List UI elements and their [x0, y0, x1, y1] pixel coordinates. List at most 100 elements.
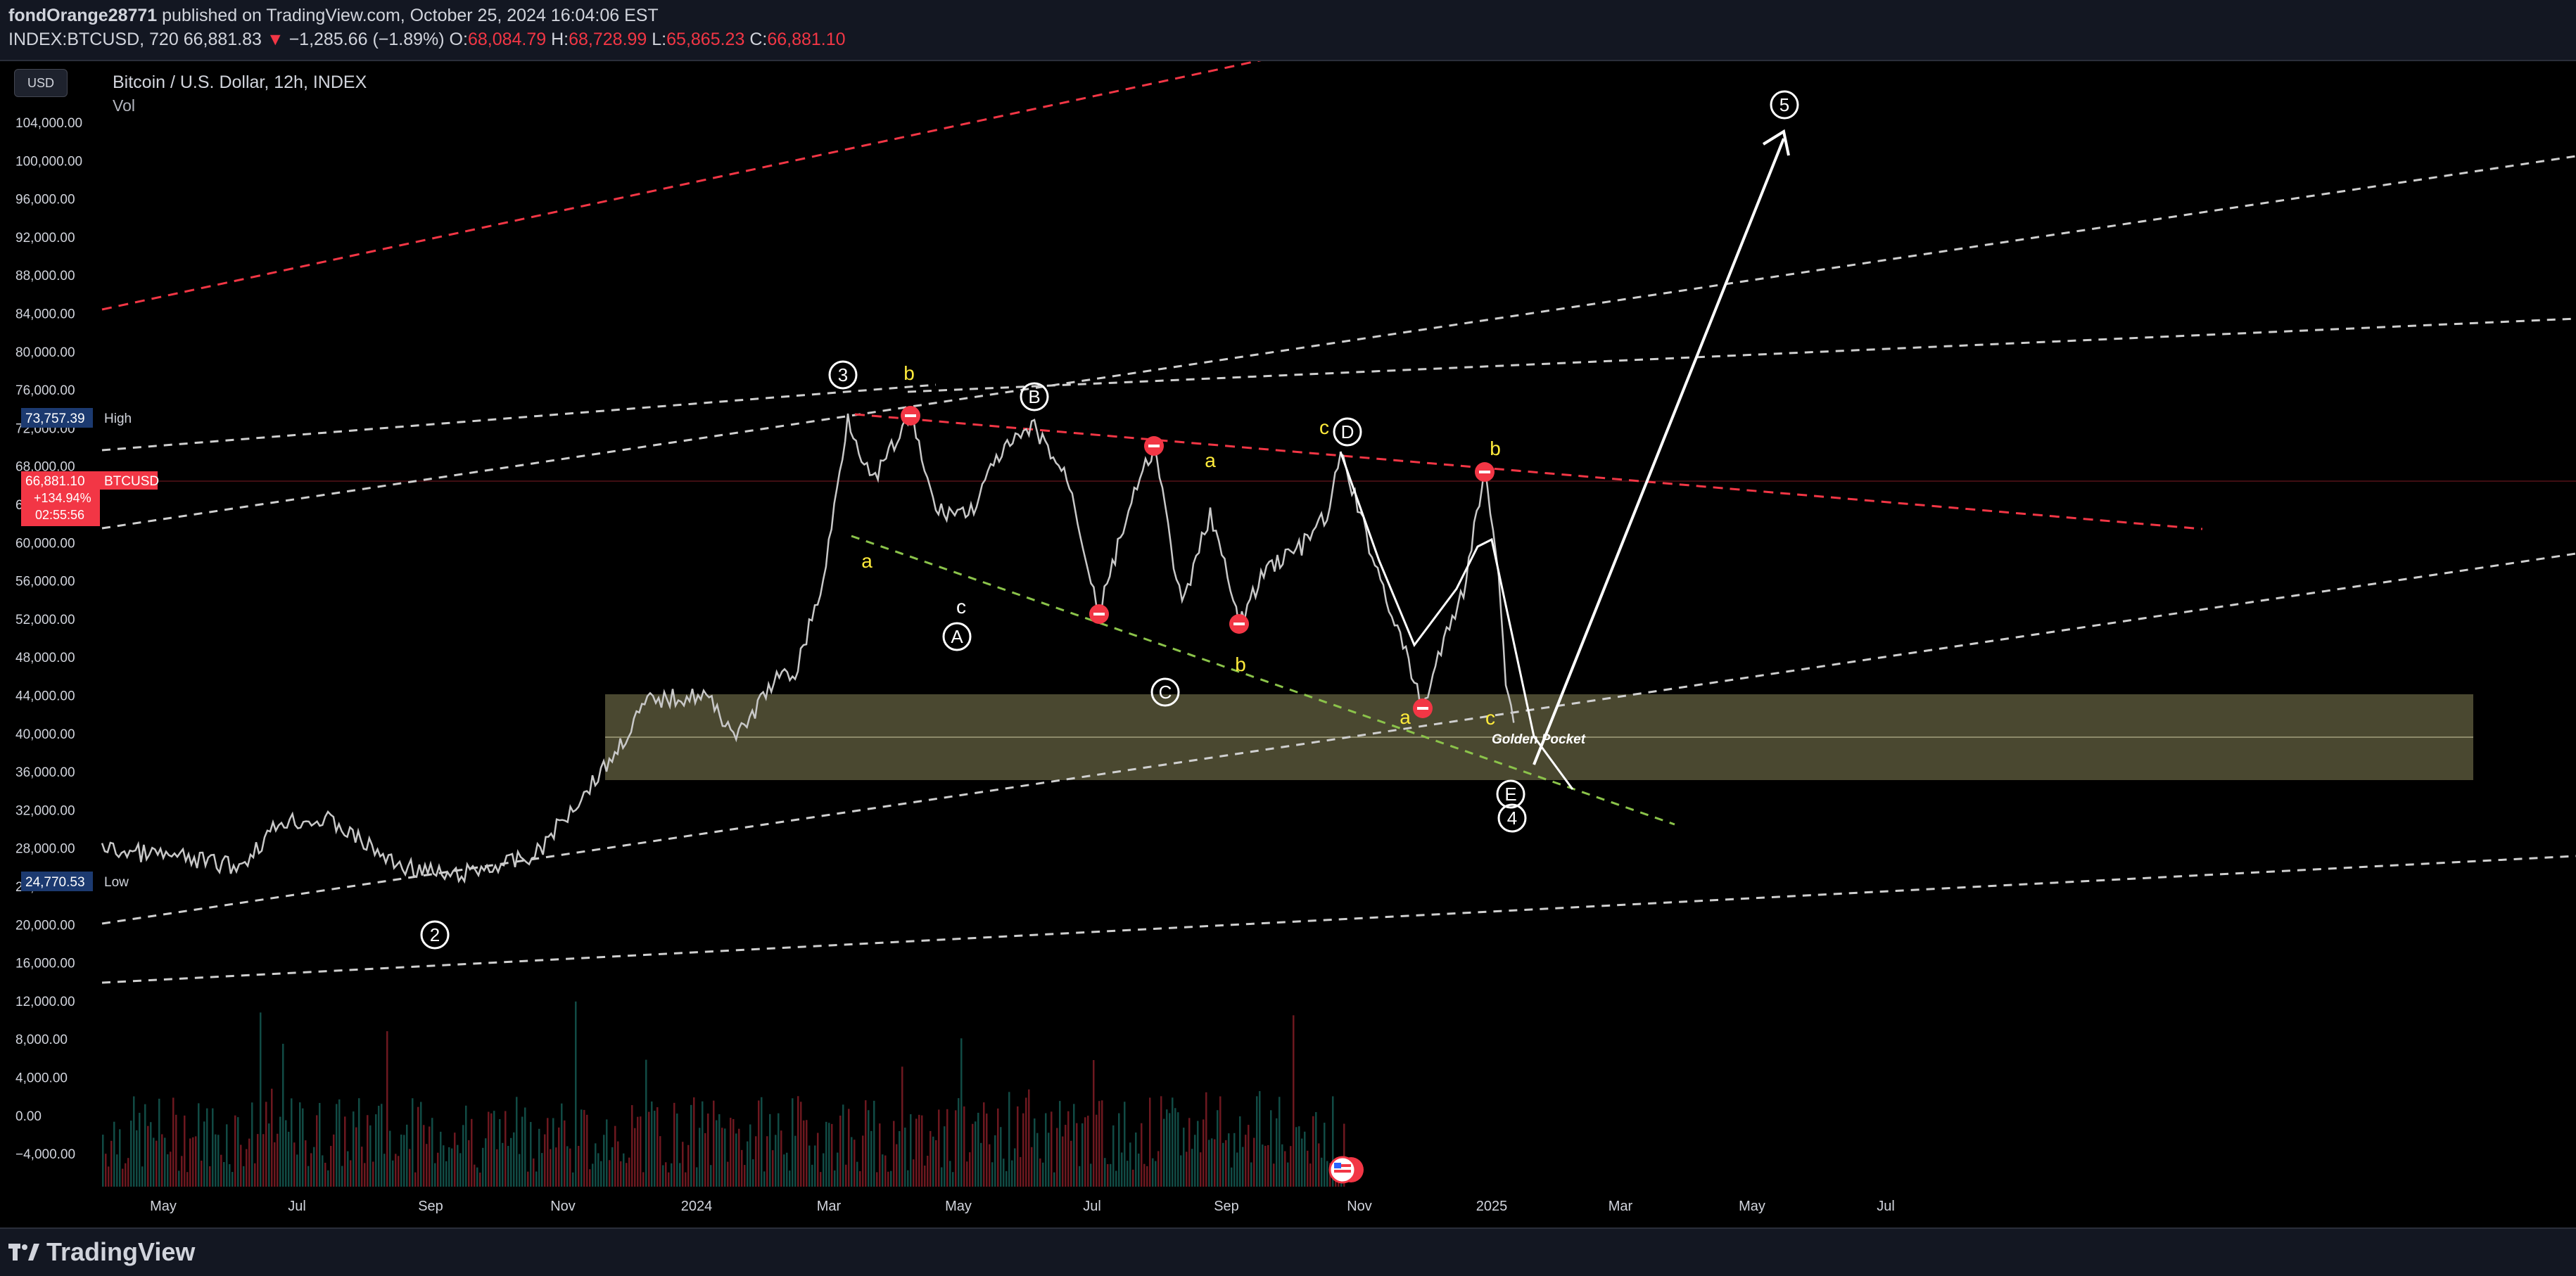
volume-bar [178, 1170, 180, 1187]
volume-bar [1067, 1111, 1070, 1187]
projection-wave-5-arrow[interactable] [1533, 138, 1785, 765]
volume-bar [775, 1135, 777, 1187]
volume-bar [851, 1137, 853, 1187]
white-dashed-line-3[interactable] [907, 317, 2576, 393]
triangle-lower-green-line[interactable] [851, 535, 1675, 826]
sub-wave-labels[interactable]: a b c a b c a b c [861, 362, 1501, 729]
volume-bar [718, 1114, 721, 1187]
volume-bar [977, 1112, 979, 1187]
volume-bar [330, 1146, 332, 1187]
volume-bar [431, 1118, 433, 1187]
volume-bar [952, 1172, 954, 1187]
volume-bar [119, 1129, 121, 1187]
close-label: C: [749, 30, 768, 49]
white-dashed-line-5[interactable] [101, 855, 2576, 984]
volume-bar [789, 1170, 791, 1187]
volume-bar [555, 1147, 557, 1187]
price-axis[interactable]: 104,000.00 100,000.00 96,000.00 92,000.00 88… [15, 116, 82, 1162]
volume-bar [676, 1114, 678, 1187]
volume-bar [884, 1155, 887, 1187]
volume-bar [1281, 1144, 1283, 1187]
tradingview-logo[interactable]: TradingView [8, 1237, 195, 1267]
chart-legend-title[interactable]: Bitcoin / U.S. Dollar, 12h, INDEX [113, 72, 367, 92]
volume-bar [702, 1101, 704, 1187]
volume-bar [870, 1130, 873, 1187]
currency-button[interactable]: USD [14, 69, 68, 97]
chart-canvas[interactable]: 104,000.00 100,000.00 96,000.00 92,000.00 88… [0, 61, 2576, 1229]
volume-bars [102, 1001, 1345, 1187]
volume-bar [656, 1107, 659, 1187]
volume-bar [1127, 1161, 1129, 1187]
wave-labels[interactable]: 2 3 4 5 A B C D E [420, 90, 1799, 950]
close-value: 66,881.10 [767, 30, 846, 49]
time-axis-label: May [1739, 1199, 1765, 1214]
volume-bar [1149, 1097, 1151, 1187]
volume-bar [685, 1172, 687, 1187]
time-axis-label: Jul [1083, 1199, 1101, 1214]
volume-bar [392, 1160, 394, 1187]
volume-bar [854, 1140, 856, 1187]
author-name[interactable]: fondOrange28771 [8, 6, 158, 25]
volume-bar [341, 1166, 343, 1187]
arrow-head-icon [1762, 129, 1790, 156]
volume-bar [1324, 1123, 1326, 1187]
volume-bar [1186, 1151, 1188, 1187]
volume-bar [423, 1125, 425, 1187]
volume-bar [958, 1098, 960, 1187]
volume-bar [367, 1115, 369, 1187]
volume-bar [1194, 1135, 1196, 1187]
volume-bar [558, 1127, 560, 1187]
volume-bar [220, 1154, 222, 1187]
volume-bar [583, 1109, 585, 1187]
volume-bar [122, 1168, 124, 1187]
volume-bar [1279, 1097, 1281, 1187]
volume-bar [316, 1115, 318, 1187]
ohlc-line: INDEX:BTCUSD, 720 66,881.83 ▼ −1,285.66 … [8, 30, 846, 50]
volume-bar [1036, 1133, 1039, 1187]
volume-bar [901, 1066, 903, 1187]
chart-pane[interactable]: 104,000.00 100,000.00 96,000.00 92,000.00 88… [0, 60, 2576, 1229]
price-axis-label: 104,000.00 [15, 116, 82, 131]
volume-bar [645, 1059, 647, 1187]
low-tag: 24,770.53 Low [21, 872, 129, 891]
volume-bar [783, 1154, 785, 1187]
volume-bar [257, 1134, 259, 1187]
price-axis-label: 76,000.00 [15, 383, 75, 398]
volume-bar [347, 1151, 349, 1187]
volume-bar [811, 1164, 813, 1187]
volume-bar [229, 1164, 231, 1187]
white-dashed-line-1[interactable] [101, 383, 937, 452]
volume-bar [994, 1135, 996, 1187]
volume-bar [462, 1125, 464, 1187]
volume-legend[interactable]: Vol [113, 96, 135, 115]
volume-bar [389, 1130, 391, 1187]
svg-text:E: E [1504, 784, 1516, 805]
price-axis-label: 40,000.00 [15, 727, 75, 742]
volume-bar [907, 1170, 909, 1187]
white-dashed-line-2[interactable] [101, 155, 2576, 530]
volume-bar [668, 1172, 670, 1187]
volume-bar [521, 1116, 524, 1187]
svg-text:D: D [1341, 421, 1354, 442]
volume-bar [1143, 1163, 1146, 1187]
upper-red-channel-line[interactable] [101, 61, 1910, 311]
projection-path-wave-e[interactable] [1339, 451, 1574, 790]
us-flag-icon[interactable] [1328, 1156, 1364, 1184]
volume-bar [324, 1163, 326, 1187]
volume-bar [361, 1147, 363, 1187]
volume-bar [203, 1121, 205, 1187]
time-axis[interactable]: May Jul Sep Nov 2024 Mar May Jul Sep Nov 2025 Mar Ma… [150, 1199, 1895, 1214]
volume-bar [1253, 1137, 1255, 1187]
svg-text:BTCUSD: BTCUSD [104, 474, 159, 489]
volume-bar [566, 1146, 569, 1187]
svg-text:High: High [104, 411, 132, 426]
volume-bar [440, 1131, 442, 1187]
volume-bar [192, 1137, 194, 1187]
volume-bar [141, 1166, 144, 1187]
volume-bar [206, 1108, 208, 1187]
volume-bar [839, 1115, 842, 1187]
svg-text:B: B [1028, 386, 1040, 407]
triangle-upper-red-line[interactable] [854, 413, 2203, 530]
volume-bar [544, 1134, 546, 1187]
volume-bar [474, 1164, 476, 1187]
